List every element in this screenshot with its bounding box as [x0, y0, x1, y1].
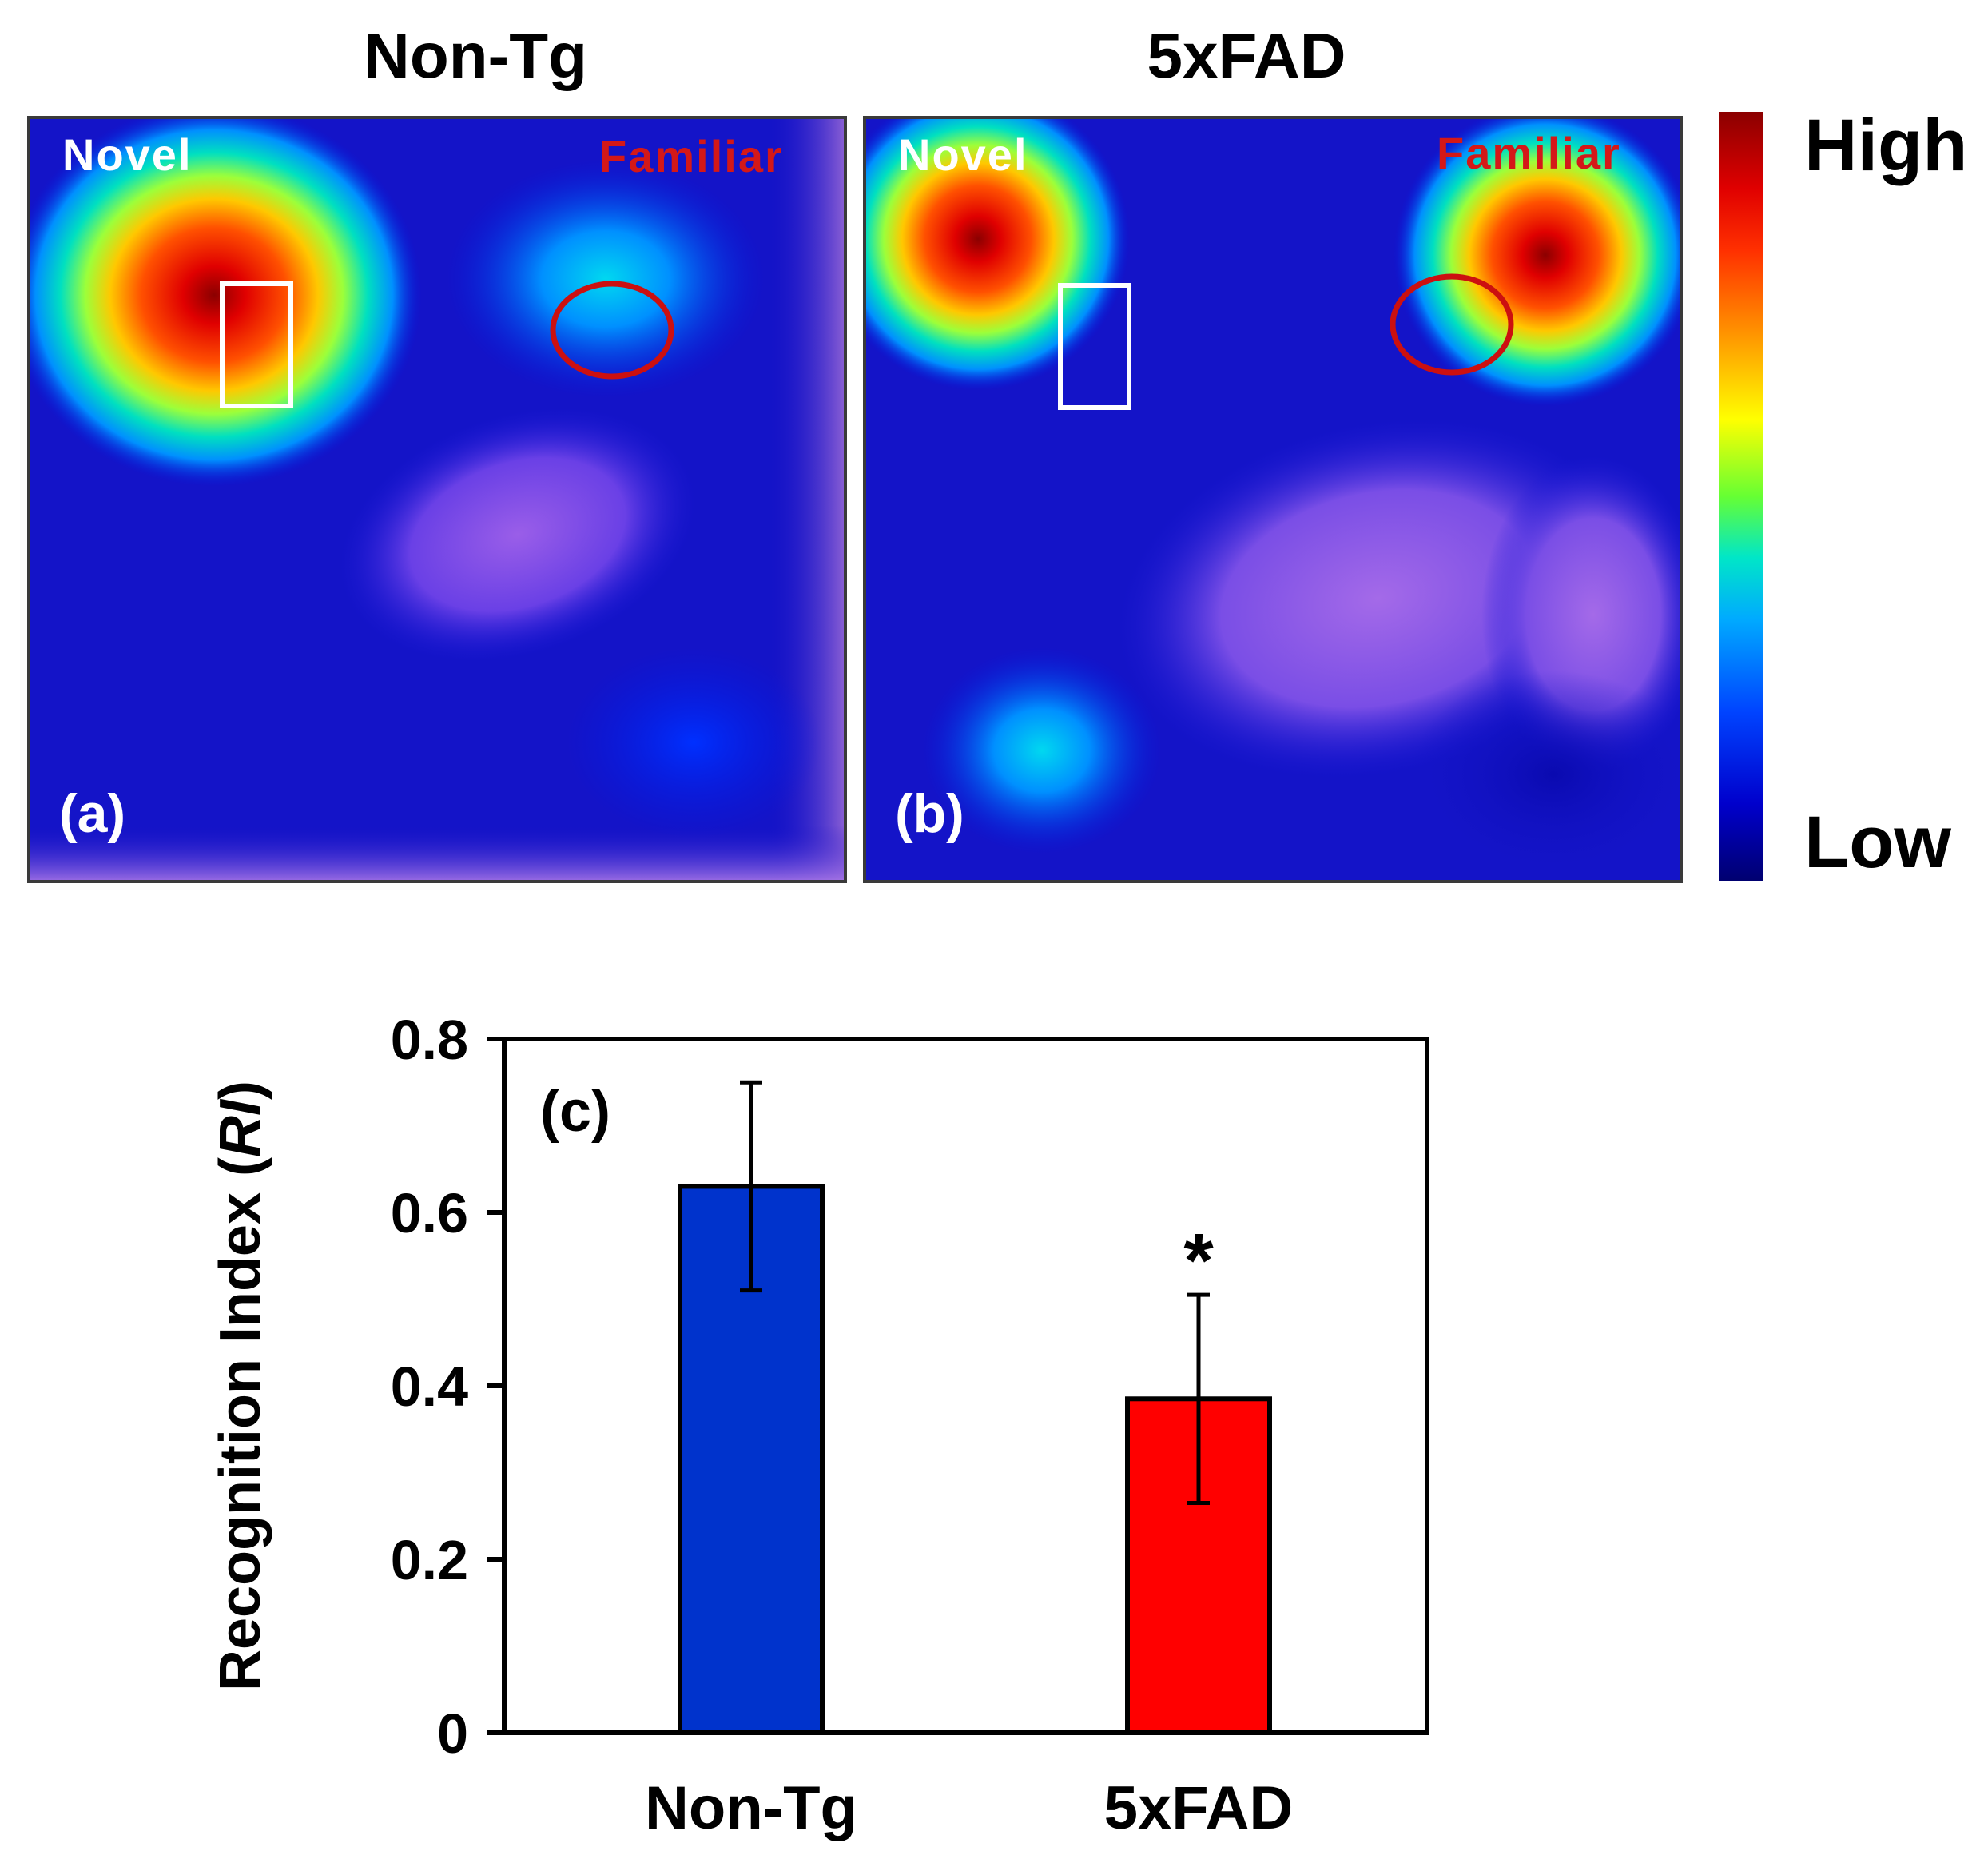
x-category-label: 5xFAD: [1104, 1774, 1294, 1842]
colorbar-low-label: Low: [1804, 802, 1951, 883]
familiar-label-b: Familiar: [1437, 128, 1621, 178]
novel-label-a: Novel: [62, 129, 193, 180]
y-axis-label-close: ): [209, 1081, 272, 1100]
novel-object-marker-b: [1058, 283, 1131, 410]
novel-label-b: Novel: [898, 129, 1028, 180]
heatmap-panel-b: Novel Familiar (b): [863, 116, 1683, 883]
familiar-object-marker-a: [550, 281, 674, 380]
panel-tag-a: (a): [59, 783, 126, 844]
y-tick-label: 0.6: [391, 1182, 468, 1244]
familiar-object-marker-b: [1390, 273, 1514, 376]
heatmap-panel-a: Novel Familiar (a): [27, 116, 847, 883]
heatmap-a-graphic: [30, 119, 844, 880]
y-tick-label: 0.8: [391, 1009, 468, 1071]
bar-chart: 0 0.2 0.4 0.6 0.8 Non-Tg 5xFAD * (c) Recogniti…: [209, 1009, 1429, 1842]
panel-tag-b: (b): [895, 783, 964, 844]
familiar-label-a: Familiar: [599, 131, 784, 181]
x-category-label: Non-Tg: [645, 1774, 857, 1842]
y-tick-label: 0.4: [391, 1355, 468, 1418]
y-axis-label-italic: RI: [209, 1098, 272, 1157]
plot-frame: [502, 1037, 1429, 1735]
heatmap-title-5xfad: 5xFAD: [1147, 20, 1346, 91]
heatmap-title-nontg: Non-Tg: [364, 20, 587, 91]
heatmap-b-graphic: [866, 119, 1680, 880]
y-axis-label: Recognition Index (RI): [209, 1081, 272, 1691]
y-axis-label-text: Recognition Index (: [209, 1157, 272, 1691]
colorbar-high-label: High: [1804, 105, 1968, 186]
panel-tag-c: (c): [540, 1080, 610, 1144]
novel-object-marker-a: [220, 281, 293, 408]
colorbar: [1719, 112, 1763, 881]
y-tick-label: 0.2: [391, 1529, 468, 1591]
significance-marker: *: [1183, 1218, 1214, 1304]
y-tick-label: 0: [437, 1702, 468, 1765]
